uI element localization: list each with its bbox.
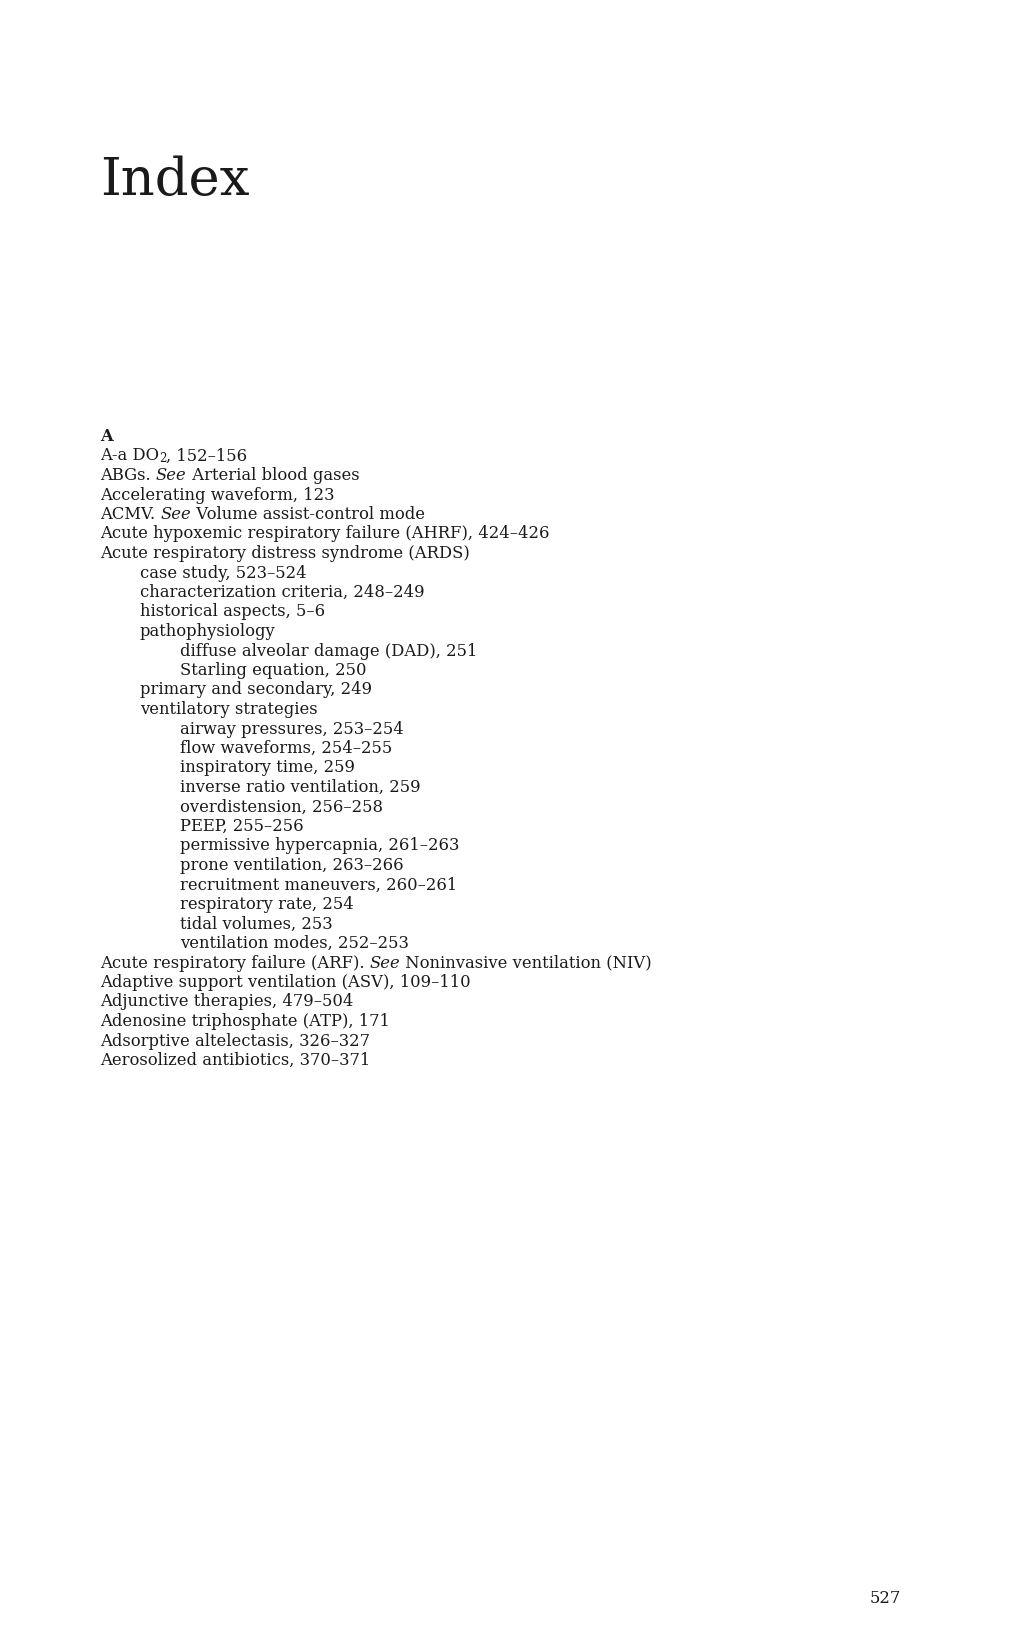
Text: recruitment maneuvers, 260–261: recruitment maneuvers, 260–261: [179, 876, 457, 893]
Text: primary and secondary, 249: primary and secondary, 249: [140, 682, 372, 698]
Text: diffuse alveolar damage (DAD), 251: diffuse alveolar damage (DAD), 251: [179, 643, 477, 659]
Text: Adenosine triphosphate (ATP), 171: Adenosine triphosphate (ATP), 171: [100, 1013, 389, 1030]
Text: tidal volumes, 253: tidal volumes, 253: [179, 916, 332, 932]
Text: A: A: [100, 428, 113, 446]
Text: 527: 527: [869, 1590, 901, 1608]
Text: See: See: [160, 506, 191, 522]
Text: Noninvasive ventilation (NIV): Noninvasive ventilation (NIV): [400, 955, 651, 971]
Text: See: See: [156, 467, 186, 485]
Text: See: See: [370, 955, 400, 971]
Text: airway pressures, 253–254: airway pressures, 253–254: [179, 720, 404, 738]
Text: characterization criteria, 248–249: characterization criteria, 248–249: [140, 584, 424, 601]
Text: inverse ratio ventilation, 259: inverse ratio ventilation, 259: [179, 778, 420, 796]
Text: PEEP, 255–256: PEEP, 255–256: [179, 818, 304, 836]
Text: prone ventilation, 263–266: prone ventilation, 263–266: [179, 857, 404, 875]
Text: inspiratory time, 259: inspiratory time, 259: [179, 759, 355, 777]
Text: Volume assist-control mode: Volume assist-control mode: [191, 506, 425, 522]
Text: Adjunctive therapies, 479–504: Adjunctive therapies, 479–504: [100, 994, 353, 1010]
Text: case study, 523–524: case study, 523–524: [140, 565, 307, 581]
Text: Index: Index: [100, 155, 250, 206]
Text: permissive hypercapnia, 261–263: permissive hypercapnia, 261–263: [179, 837, 459, 855]
Text: Acute respiratory failure (ARF).: Acute respiratory failure (ARF).: [100, 955, 370, 971]
Text: , 152–156: , 152–156: [166, 447, 248, 465]
Text: overdistension, 256–258: overdistension, 256–258: [179, 798, 382, 816]
Text: Accelerating waveform, 123: Accelerating waveform, 123: [100, 486, 334, 504]
Text: respiratory rate, 254: respiratory rate, 254: [179, 896, 354, 912]
Text: Starling equation, 250: Starling equation, 250: [179, 663, 366, 679]
Text: ABGs.: ABGs.: [100, 467, 156, 485]
Text: Arterial blood gases: Arterial blood gases: [186, 467, 359, 485]
Text: pathophysiology: pathophysiology: [140, 623, 275, 640]
Text: historical aspects, 5–6: historical aspects, 5–6: [140, 604, 325, 620]
Text: Aerosolized antibiotics, 370–371: Aerosolized antibiotics, 370–371: [100, 1053, 370, 1069]
Text: flow waveforms, 254–255: flow waveforms, 254–255: [179, 739, 392, 757]
Text: Adaptive support ventilation (ASV), 109–110: Adaptive support ventilation (ASV), 109–…: [100, 974, 470, 991]
Text: Acute respiratory distress syndrome (ARDS): Acute respiratory distress syndrome (ARD…: [100, 545, 470, 561]
Text: Adsorptive altelectasis, 326–327: Adsorptive altelectasis, 326–327: [100, 1033, 370, 1049]
Text: Acute hypoxemic respiratory failure (AHRF), 424–426: Acute hypoxemic respiratory failure (AHR…: [100, 526, 549, 542]
Text: ventilatory strategies: ventilatory strategies: [140, 702, 317, 718]
Text: ACMV.: ACMV.: [100, 506, 160, 522]
Text: 2: 2: [159, 452, 166, 465]
Text: ventilation modes, 252–253: ventilation modes, 252–253: [179, 935, 409, 951]
Text: A-a DO: A-a DO: [100, 447, 159, 465]
